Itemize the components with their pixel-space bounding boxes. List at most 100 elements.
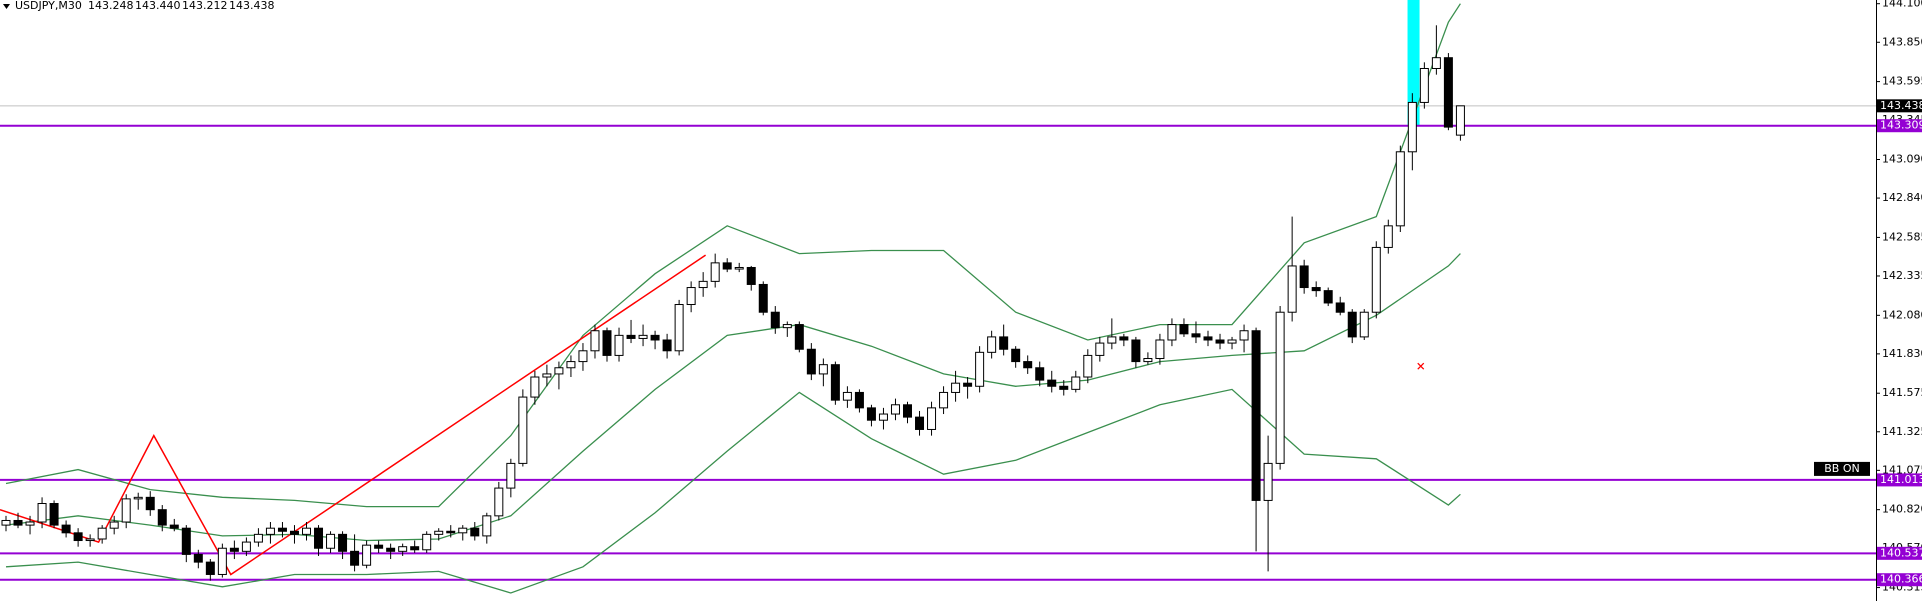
y-tick-label: 141.325 bbox=[1882, 425, 1922, 438]
candle-body bbox=[638, 334, 648, 339]
price-tag bbox=[1877, 473, 1922, 487]
y-tick-label: 142.585 bbox=[1882, 230, 1922, 243]
y-tick-label: 142.335 bbox=[1882, 269, 1922, 282]
candle-body bbox=[1335, 302, 1345, 313]
price-tag-label: 143.438 bbox=[1880, 99, 1922, 112]
candle-body bbox=[458, 527, 468, 534]
candle-body bbox=[1239, 330, 1249, 341]
candle-body bbox=[49, 503, 59, 526]
y-tick-label: 142.080 bbox=[1882, 308, 1922, 321]
candle-body bbox=[1179, 324, 1189, 335]
price-tag-label: 143.309 bbox=[1880, 119, 1922, 132]
price-tag bbox=[1877, 99, 1922, 113]
candle-body bbox=[662, 339, 672, 352]
candle-body bbox=[253, 533, 263, 543]
candle-body bbox=[13, 519, 23, 526]
candle-body bbox=[770, 311, 780, 329]
candle-body bbox=[350, 550, 360, 566]
y-tick-label: 143.090 bbox=[1882, 153, 1922, 166]
bb-label-box bbox=[1814, 461, 1870, 476]
candle-body bbox=[722, 262, 732, 270]
candle-body bbox=[1071, 376, 1081, 390]
candle-body bbox=[1299, 265, 1309, 289]
candle-body bbox=[410, 546, 420, 551]
candle-body bbox=[578, 350, 588, 363]
candles bbox=[1, 25, 1465, 581]
y-tick-label: 140.820 bbox=[1882, 503, 1922, 516]
candle-body bbox=[927, 407, 937, 430]
candle-body bbox=[109, 521, 119, 529]
candle-body bbox=[866, 407, 876, 421]
candle-body bbox=[145, 496, 155, 511]
candle-body bbox=[782, 324, 792, 329]
candle-body bbox=[626, 334, 636, 339]
candle-body bbox=[434, 530, 444, 535]
candle-body bbox=[37, 503, 47, 523]
candle-body bbox=[506, 462, 516, 489]
y-tick-label: 141.830 bbox=[1882, 347, 1922, 360]
candle-body bbox=[518, 396, 528, 464]
candle-body bbox=[265, 527, 275, 535]
candle-body bbox=[939, 391, 949, 409]
candle-body bbox=[1395, 151, 1405, 227]
candle-body bbox=[1323, 290, 1333, 304]
y-tick-label: 141.575 bbox=[1882, 386, 1922, 399]
candle-body bbox=[806, 348, 816, 375]
candle-body bbox=[890, 404, 900, 415]
candle-body bbox=[614, 334, 624, 356]
candle-body bbox=[1215, 339, 1225, 344]
candle-body bbox=[121, 498, 131, 523]
candle-body bbox=[289, 530, 299, 535]
band-lower bbox=[5, 388, 1461, 594]
y-tick-label: 141.075 bbox=[1882, 463, 1922, 476]
candle-body bbox=[422, 533, 432, 551]
candle-body bbox=[1131, 339, 1141, 363]
candle-body bbox=[1155, 339, 1165, 360]
symbol-label: USDJPY,M30 bbox=[15, 0, 82, 12]
candle-body bbox=[999, 336, 1009, 350]
candle-body bbox=[241, 541, 251, 552]
candle-body bbox=[1059, 385, 1069, 390]
candle-body bbox=[1083, 354, 1093, 378]
candle-body bbox=[362, 544, 372, 566]
candle-body bbox=[1203, 336, 1213, 341]
candle-body bbox=[963, 382, 973, 387]
candle-body bbox=[1047, 379, 1057, 387]
menu-triangle[interactable] bbox=[3, 4, 10, 9]
candle-body bbox=[758, 283, 768, 313]
candle-body bbox=[1263, 462, 1273, 501]
candle-body bbox=[530, 376, 540, 398]
candle-body bbox=[61, 524, 71, 534]
candle-body bbox=[1227, 339, 1237, 344]
candle-body bbox=[734, 266, 744, 270]
candle-body bbox=[157, 509, 167, 526]
cross-marker bbox=[1417, 362, 1425, 370]
candle-body bbox=[338, 533, 348, 552]
candle-body bbox=[794, 324, 804, 350]
candle-body bbox=[903, 404, 912, 418]
price-tag-label: 141.013 bbox=[1880, 473, 1922, 486]
price-tag bbox=[1877, 573, 1922, 587]
candle-body bbox=[710, 262, 720, 282]
candle-body bbox=[1143, 358, 1153, 363]
candle-body bbox=[1107, 336, 1117, 344]
candle-body bbox=[915, 416, 925, 430]
candle-body bbox=[1371, 246, 1381, 313]
candle-body bbox=[830, 364, 840, 401]
ohlc-close: 143.438 bbox=[229, 0, 275, 12]
ohlc-high: 143.440 bbox=[135, 0, 181, 12]
candle-body bbox=[494, 487, 504, 517]
highlight-zone bbox=[1407, 0, 1420, 126]
ohlc-low: 143.212 bbox=[182, 0, 228, 12]
candle-body bbox=[217, 547, 227, 575]
candle-body bbox=[542, 373, 552, 378]
candle-body bbox=[169, 524, 179, 529]
y-tick-label: 143.595 bbox=[1882, 75, 1922, 88]
y-tick-label: 144.100 bbox=[1882, 0, 1922, 10]
candle-body bbox=[975, 351, 985, 387]
candle-body bbox=[698, 280, 708, 289]
candle-body bbox=[85, 538, 95, 542]
candle-body bbox=[1419, 67, 1429, 103]
